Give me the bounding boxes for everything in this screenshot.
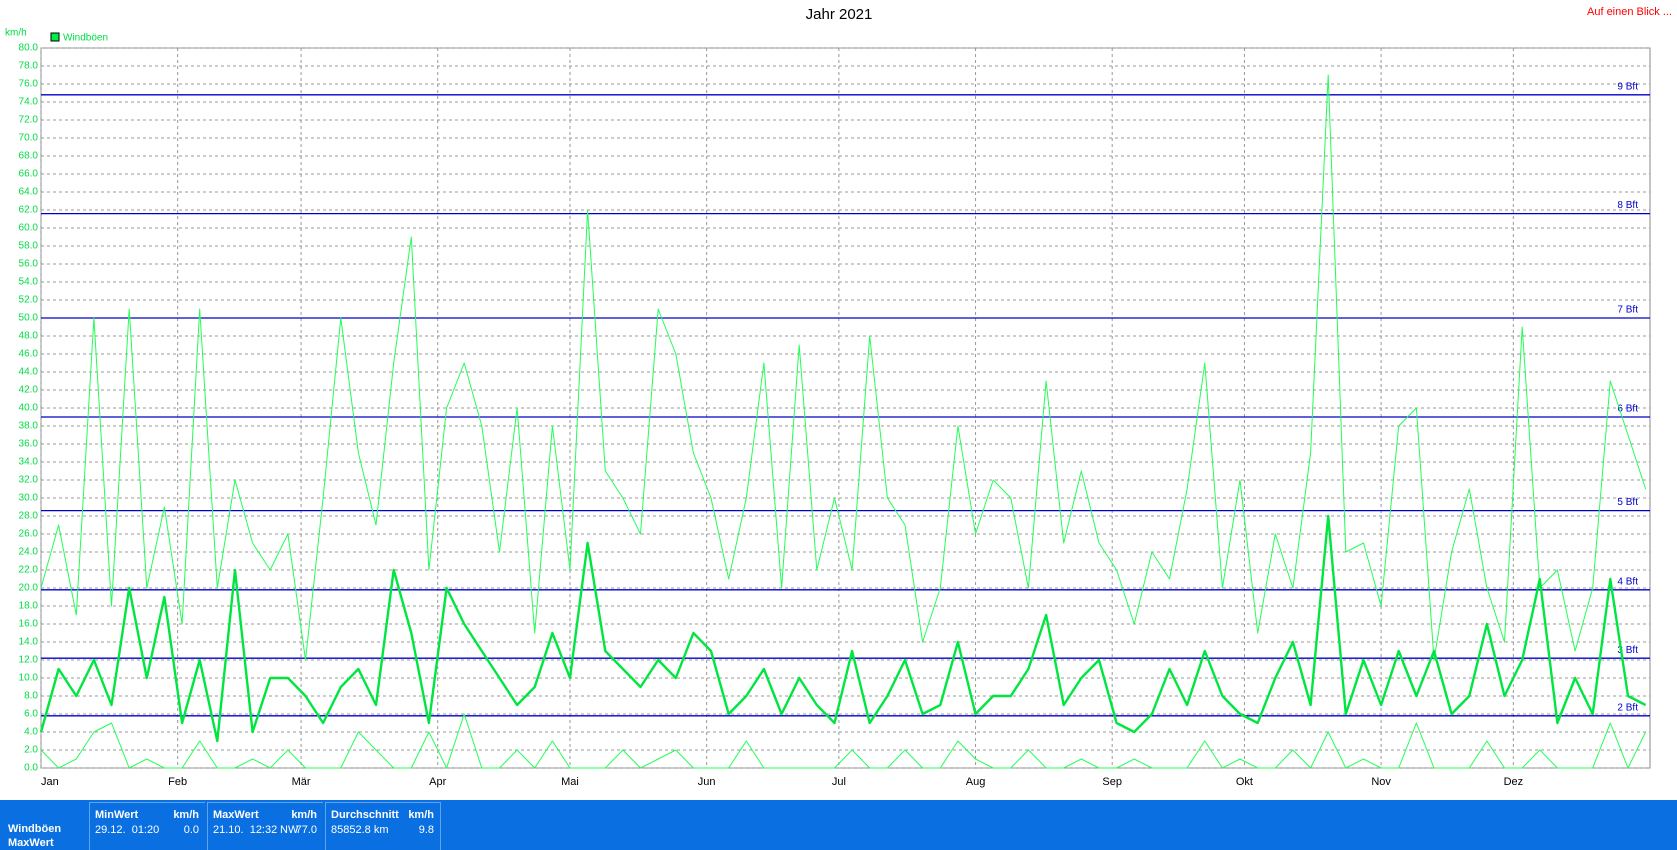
time: 29.12. 01:20 (95, 824, 160, 836)
y-tick-label: 38.0 (19, 421, 39, 432)
series-line (40, 74, 1647, 661)
y-tick-label: 58.0 (19, 241, 39, 252)
y-tick-label: 68.0 (19, 151, 39, 162)
value: 77.0 (295, 824, 317, 836)
x-tick-label: Feb (168, 776, 187, 788)
x-tick-label: Mai (561, 776, 579, 788)
y-tick-label: 46.0 (19, 349, 39, 360)
beaufort-label: 4 Bft (1617, 576, 1638, 587)
y-tick-label: 52.0 (19, 295, 39, 306)
avg-box: Durchschnitt km/h 85852.8 km 9.8 (325, 802, 441, 850)
y-tick-label: 62.0 (19, 205, 39, 216)
y-tick-label: 30.0 (19, 493, 39, 504)
x-tick-label: Dez (1504, 776, 1524, 788)
y-tick-label: 4.0 (24, 727, 38, 738)
y-tick-label: 42.0 (19, 385, 39, 396)
y-tick-label: 26.0 (19, 529, 39, 540)
y-tick-label: 50.0 (19, 313, 39, 324)
overview-link[interactable]: Auf einen Blick ... (1587, 6, 1672, 18)
x-tick-label: Jan (41, 776, 59, 788)
y-tick-label: 20.0 (19, 583, 39, 594)
value: 9.8 (418, 824, 434, 836)
y-tick-label: 2.0 (24, 745, 38, 756)
beaufort-label: 8 Bft (1617, 200, 1638, 211)
row-label: Windböen (8, 823, 62, 835)
y-tick-label: 70.0 (19, 133, 39, 144)
x-tick-label: Jul (832, 776, 846, 788)
x-tick-label: Jun (698, 776, 716, 788)
y-tick-label: 76.0 (19, 79, 39, 90)
x-tick-label: Okt (1236, 776, 1253, 788)
header: MaxWert (213, 809, 259, 821)
beaufort-label: 3 Bft (1617, 645, 1638, 656)
y-tick-label: 12.0 (19, 655, 39, 666)
y-unit: km/h (5, 28, 27, 39)
y-tick-label: 60.0 (19, 223, 39, 234)
y-tick-label: 0.0 (24, 763, 38, 774)
y-tick-label: 34.0 (19, 457, 39, 468)
y-tick-label: 74.0 (19, 97, 39, 108)
unit: km/h (408, 809, 434, 821)
y-tick-label: 32.0 (19, 475, 39, 486)
chart: Jahr 2021 Auf einen Blick ... km/h Windb… (5, 6, 1672, 788)
beaufort-label: 2 Bft (1617, 702, 1638, 713)
beaufort-label: 5 Bft (1617, 497, 1638, 508)
header: Durchschnitt (331, 809, 399, 821)
direction: NW (280, 824, 299, 836)
y-tick-label: 54.0 (19, 277, 39, 288)
beaufort-label: 9 Bft (1617, 81, 1638, 92)
max-box: MaxWert km/h 21.10. 12:32 NW 77.0 (207, 802, 323, 850)
y-tick-label: 36.0 (19, 439, 39, 450)
y-tick-label: 66.0 (19, 169, 39, 180)
x-tick-label: Sep (1102, 776, 1122, 788)
y-tick-label: 22.0 (19, 565, 39, 576)
y-tick-label: 10.0 (19, 673, 39, 684)
y-tick-label: 24.0 (19, 547, 39, 558)
legend-swatch (50, 32, 60, 42)
y-tick-label: 8.0 (24, 691, 38, 702)
x-tick-label: Mär (292, 776, 311, 788)
stats-panel: Windböen MaxWert MinWert km/h 29.12. 01:… (0, 800, 1677, 850)
y-tick-label: 78.0 (19, 61, 39, 72)
y-tick-label: 16.0 (19, 619, 39, 630)
y-tick-label: 80.0 (19, 43, 39, 54)
series-line (40, 713, 1647, 769)
y-tick-label: 72.0 (19, 115, 39, 126)
chart-title: Jahr 2021 (806, 6, 873, 23)
y-tick-label: 28.0 (19, 511, 39, 522)
y-tick-label: 64.0 (19, 187, 39, 198)
y-tick-label: 48.0 (19, 331, 39, 342)
beaufort-label: 6 Bft (1617, 404, 1638, 415)
time: 21.10. 12:32 (213, 824, 278, 836)
y-tick-label: 14.0 (19, 637, 39, 648)
unit: km/h (173, 809, 199, 821)
value: 0.0 (183, 824, 199, 836)
unit: km/h (291, 809, 317, 821)
legend-label: Windböen (63, 33, 108, 44)
series-line (39, 514, 1647, 743)
min-box: MinWert km/h 29.12. 01:20 0.0 (89, 802, 205, 850)
x-tick-label: Nov (1371, 776, 1391, 788)
y-tick-label: 18.0 (19, 601, 39, 612)
distance: 85852.8 km (331, 824, 389, 836)
y-tick-label: 6.0 (24, 709, 38, 720)
header: MinWert (95, 809, 139, 821)
beaufort-label: 7 Bft (1617, 305, 1638, 316)
y-tick-label: 44.0 (19, 367, 39, 378)
x-tick-label: Apr (429, 776, 446, 788)
x-tick-label: Aug (966, 776, 986, 788)
row-label: MaxWert (8, 837, 54, 849)
y-tick-label: 40.0 (19, 403, 39, 414)
y-tick-label: 56.0 (19, 259, 39, 270)
